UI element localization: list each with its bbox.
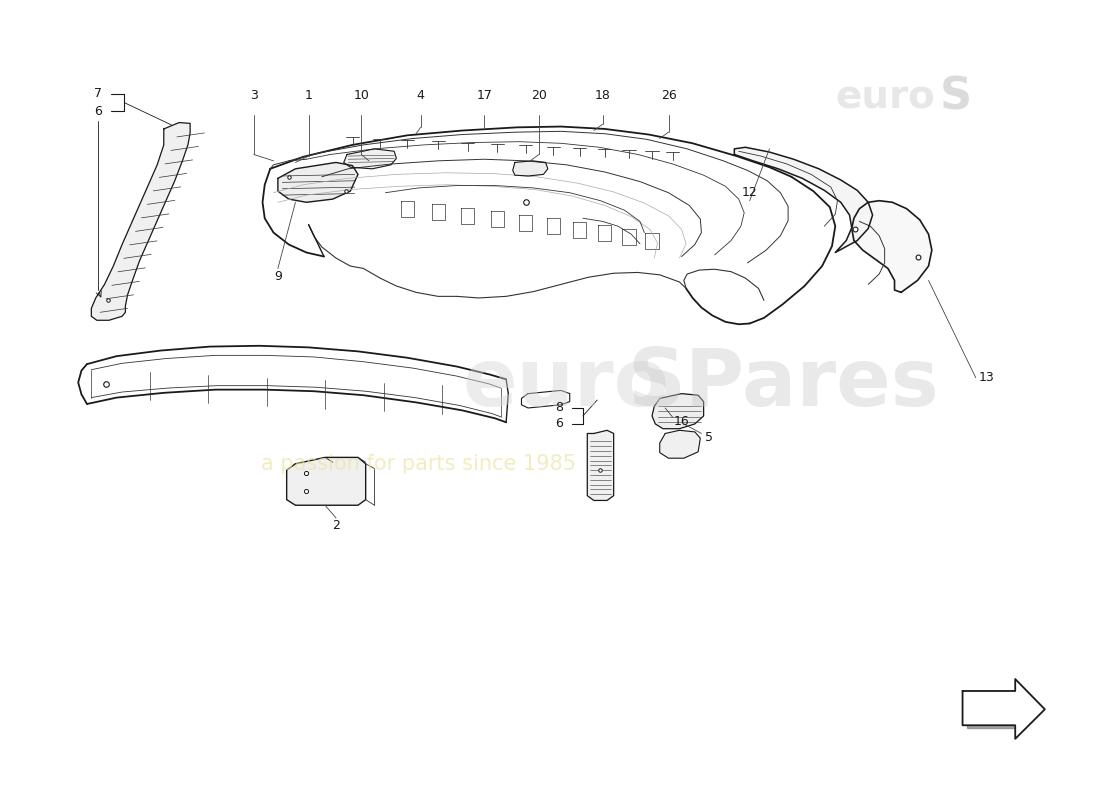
Text: 10: 10 xyxy=(353,89,370,102)
Polygon shape xyxy=(967,694,1020,729)
Polygon shape xyxy=(513,161,548,176)
Text: a passion for parts since 1985: a passion for parts since 1985 xyxy=(261,454,575,474)
Text: SPares: SPares xyxy=(627,345,938,423)
Polygon shape xyxy=(91,122,190,320)
Text: 20: 20 xyxy=(531,89,547,102)
Text: 6: 6 xyxy=(94,105,102,118)
Polygon shape xyxy=(278,162,358,202)
Text: euro: euro xyxy=(462,345,669,423)
Polygon shape xyxy=(652,394,704,429)
Text: 17: 17 xyxy=(476,89,492,102)
Text: 4: 4 xyxy=(417,89,425,102)
Text: 13: 13 xyxy=(979,371,994,384)
Polygon shape xyxy=(735,147,872,253)
Polygon shape xyxy=(287,458,365,506)
Text: 7: 7 xyxy=(94,87,102,100)
Polygon shape xyxy=(851,201,932,292)
Text: 8: 8 xyxy=(554,402,563,414)
Text: 26: 26 xyxy=(661,89,676,102)
Text: S: S xyxy=(939,75,971,118)
Text: 16: 16 xyxy=(674,415,690,428)
Polygon shape xyxy=(962,679,1045,739)
Text: euro: euro xyxy=(835,78,935,116)
Polygon shape xyxy=(343,149,396,169)
Text: 5: 5 xyxy=(705,431,713,444)
Text: 12: 12 xyxy=(741,186,758,199)
Text: 1: 1 xyxy=(305,89,312,102)
Text: 18: 18 xyxy=(595,89,610,102)
Polygon shape xyxy=(660,430,701,458)
Text: 6: 6 xyxy=(554,418,563,430)
Text: 3: 3 xyxy=(250,89,257,102)
Polygon shape xyxy=(587,430,614,501)
Text: 9: 9 xyxy=(274,270,282,283)
Text: 2: 2 xyxy=(332,519,340,533)
